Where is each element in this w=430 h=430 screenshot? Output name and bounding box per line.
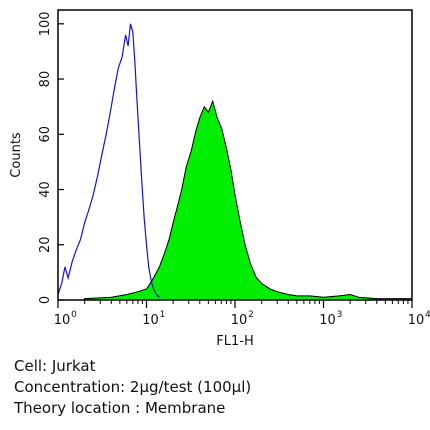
x-tick-label: 10 [231, 313, 248, 328]
caption-concentration: Concentration: 2µg/test (100µl) [14, 378, 252, 396]
x-axis-title: FL1-H [216, 334, 253, 349]
caption-location: Theory location : Membrane [14, 399, 226, 417]
y-tick-label: 80 [38, 71, 53, 88]
x-tick-label: 10 [54, 313, 71, 328]
caption: Cell: Jurkat Concentration: 2µg/test (10… [14, 356, 424, 419]
y-tick-label: 20 [38, 236, 53, 253]
y-tick-label: 40 [38, 181, 53, 198]
x-tick-exponent: 1 [160, 310, 166, 320]
series-0-outline-histogram [57, 23, 160, 298]
x-tick-label: 10 [408, 313, 425, 328]
y-axis-ticks: 0 20 40 60 80 100 [38, 11, 64, 304]
x-tick-label: 10 [319, 313, 336, 328]
y-axis-title: Counts [9, 132, 24, 178]
x-axis-ticks: 10 0 10 1 10 2 10 3 10 4 [54, 300, 430, 328]
x-tick-exponent: 4 [425, 310, 430, 320]
series-layer [57, 23, 413, 301]
y-tick-label: 60 [38, 126, 53, 143]
x-tick-exponent: 2 [248, 310, 254, 320]
caption-cell: Cell: Jurkat [14, 357, 96, 375]
x-tick-exponent: 0 [71, 310, 77, 320]
x-tick-exponent: 3 [337, 310, 343, 320]
x-tick-label: 10 [142, 313, 159, 328]
y-tick-label: 100 [38, 11, 53, 36]
y-tick-label: 0 [38, 296, 53, 304]
series-1-filled-histogram [84, 99, 413, 301]
